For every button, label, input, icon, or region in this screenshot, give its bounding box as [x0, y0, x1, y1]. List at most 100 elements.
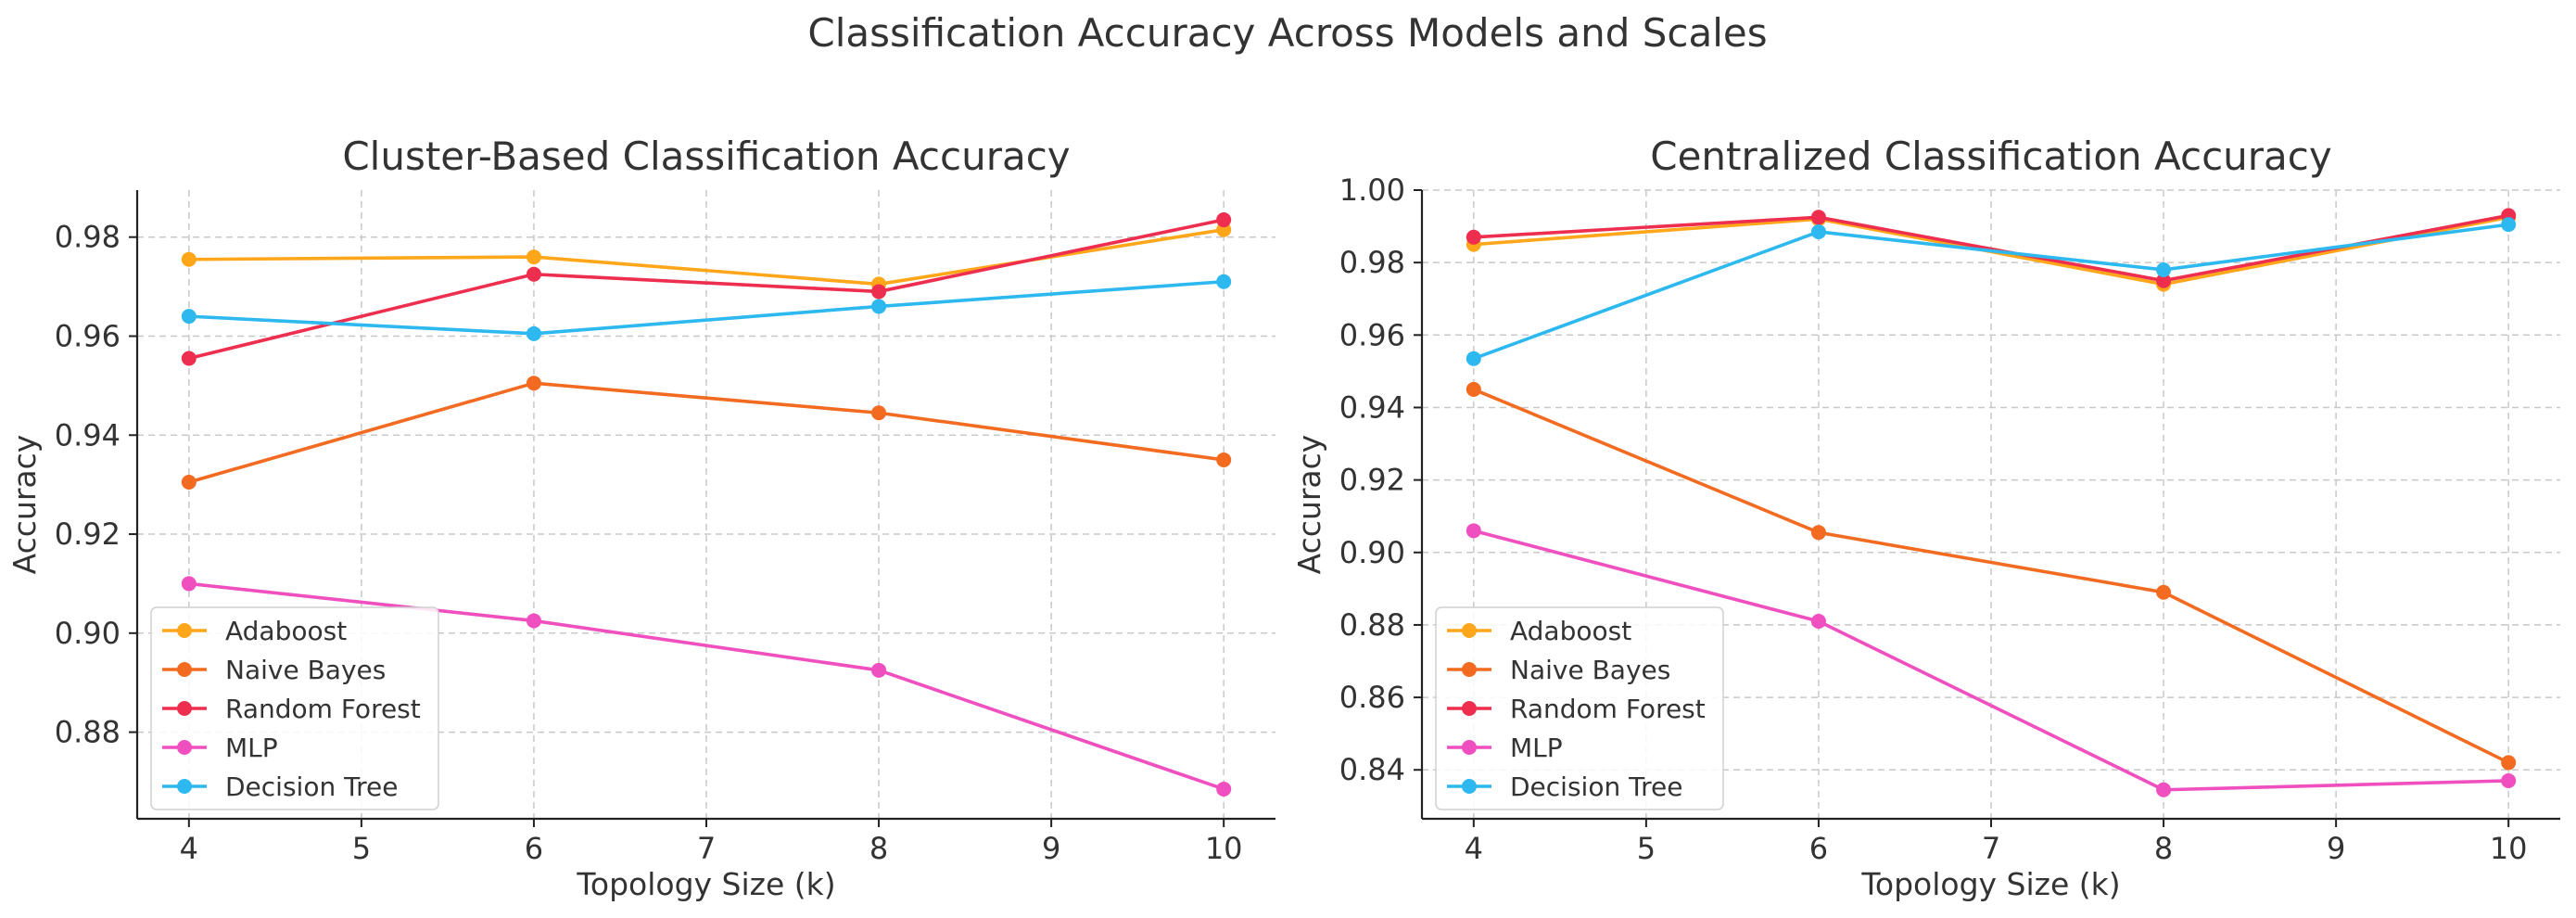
chart2-naive-bayes-point-k6: [1810, 525, 1826, 541]
chart1-x-tick-label: 5: [352, 831, 371, 866]
chart2-legend-marker-decision-tree: [1462, 779, 1477, 794]
chart2-x-tick-label: 9: [2327, 831, 2345, 866]
chart2-legend-label-decision-tree: Decision Tree: [1510, 771, 1682, 802]
chart1-series-decision-tree-line: [188, 279, 1225, 336]
chart2-decision-tree-point-k8: [2156, 261, 2172, 277]
chart1-x-axis-label: Topology Size (k): [576, 866, 835, 902]
chart2-legend-marker-mlp: [1462, 740, 1477, 755]
chart2-mlp-point-k8: [2156, 782, 2172, 797]
figure-suptitle: Classification Accuracy Across Models an…: [807, 10, 1767, 56]
chart1-decision-tree-point-k10: [1216, 274, 1232, 289]
chart1-y-tick-label: 0.90: [55, 616, 121, 651]
chart1-x-tick-label: 9: [1042, 831, 1060, 866]
chart1-legend-label-random-forest: Random Forest: [225, 694, 421, 724]
chart2-title: Centralized Classification Accuracy: [1650, 134, 2332, 179]
chart2-x-tick-label: 7: [1982, 831, 2000, 866]
chart2-legend-label-mlp: MLP: [1510, 733, 1563, 763]
chart1-x-tick-label: 8: [869, 831, 888, 866]
chart1-legend-label-mlp: MLP: [225, 733, 278, 763]
chart1-legend: [150, 606, 439, 810]
chart1-y-tick-label: 0.88: [55, 715, 121, 750]
chart2-legend-label-naive-bayes: Naive Bayes: [1510, 655, 1670, 685]
chart2-y-tick-label: 0.96: [1339, 317, 1405, 352]
chart2-legend-marker-naive-bayes: [1462, 662, 1477, 677]
chart2-legend-marker-random-forest: [1462, 701, 1477, 716]
chart1-random-forest-point-k8: [871, 284, 887, 300]
chart2-y-tick-label: 1.00: [1339, 172, 1405, 208]
chart2-y-tick-label: 0.90: [1339, 535, 1405, 570]
chart1-y-tick-label: 0.92: [55, 516, 121, 552]
chart1-mlp-point-k10: [1216, 781, 1232, 797]
chart1-legend-label-adaboost: Adaboost: [225, 616, 347, 646]
chart2-x-tick-label: 6: [1809, 831, 1828, 866]
chart1-naive-bayes-point-k4: [181, 474, 197, 490]
chart1-legend-label-naive-bayes: Naive Bayes: [225, 655, 386, 685]
chart1-legend-marker-adaboost: [177, 623, 192, 638]
chart1-x-tick-label: 10: [1205, 831, 1243, 866]
chart2-legend: [1435, 606, 1724, 810]
chart1-adaboost-point-k6: [526, 249, 541, 265]
chart1-y-tick-label: 0.96: [55, 318, 121, 353]
chart2-legend-marker-adaboost: [1462, 623, 1477, 638]
chart1-y-tick-label: 0.94: [55, 417, 121, 453]
chart1-legend-marker-random-forest: [177, 701, 192, 716]
chart1-adaboost-point-k4: [181, 251, 197, 267]
chart1-y-tick-label: 0.98: [55, 220, 121, 255]
chart2-decision-tree-point-k6: [1810, 223, 1826, 239]
chart2-decision-tree-point-k10: [2501, 217, 2517, 233]
chart2-y-tick-label: 0.92: [1339, 463, 1405, 498]
chart2-y-tick-label: 0.98: [1339, 245, 1405, 280]
chart2-random-forest-point-k8: [2156, 273, 2172, 288]
chart2-random-forest-point-k4: [1466, 229, 1481, 245]
chart2-mlp-point-k6: [1810, 614, 1826, 630]
chart1-legend-label-decision-tree: Decision Tree: [225, 771, 398, 802]
chart2-x-axis-label: Topology Size (k): [1860, 866, 2120, 902]
chart2-decision-tree-point-k4: [1466, 351, 1481, 366]
chart2-x-tick-label: 10: [2490, 831, 2528, 866]
chart2-series-naive-bayes-line: [1473, 388, 2509, 765]
chart2-y-tick-label: 0.86: [1339, 680, 1405, 715]
chart2-mlp-point-k10: [2501, 772, 2517, 788]
chart2-x-tick-label: 8: [2154, 831, 2173, 866]
chart2-y-tick-label: 0.88: [1339, 607, 1405, 643]
chart2-x-tick-label: 5: [1637, 831, 1656, 866]
chart1-title: Cluster-Based Classification Accuracy: [342, 134, 1070, 179]
chart1-mlp-point-k8: [871, 662, 887, 678]
chart1-legend-marker-naive-bayes: [177, 662, 192, 677]
chart1-naive-bayes-point-k8: [871, 405, 887, 421]
chart2-x-tick-label: 4: [1465, 831, 1483, 866]
chart1-decision-tree-point-k4: [181, 309, 197, 325]
chart2-naive-bayes-point-k4: [1466, 381, 1481, 397]
chart1-legend-marker-mlp: [177, 740, 192, 755]
chart1-mlp-point-k4: [181, 576, 197, 592]
chart2-y-tick-label: 0.94: [1339, 389, 1405, 425]
chart1-series-random-forest-line: [188, 218, 1225, 361]
chart1-series-mlp-line: [188, 581, 1225, 791]
chart2-random-forest-point-k6: [1810, 210, 1826, 225]
chart2-series-decision-tree-line: [1473, 223, 2509, 361]
chart1-x-tick-label: 6: [525, 831, 543, 866]
chart1-x-tick-label: 7: [697, 831, 716, 866]
chart1-random-forest-point-k6: [526, 266, 541, 282]
chart1-naive-bayes-point-k10: [1216, 452, 1232, 467]
chart1-legend-marker-decision-tree: [177, 779, 192, 794]
chart2-naive-bayes-point-k8: [2156, 584, 2172, 600]
chart1-x-tick-label: 4: [180, 831, 198, 866]
chart1-series-naive-bayes-line: [188, 381, 1225, 484]
chart2-y-tick-label: 0.84: [1339, 752, 1405, 787]
chart2-y-axis-label: Accuracy: [1291, 435, 1327, 575]
chart2-naive-bayes-point-k10: [2501, 755, 2517, 771]
chart2-mlp-point-k4: [1466, 523, 1481, 539]
chart-cluster-based: 4 5 6 7 8 9 10 0.88 0.90 0.92 0.94 0.96 0.98 Cluster-…: [6, 134, 1275, 902]
chart1-random-forest-point-k10: [1216, 212, 1232, 228]
chart2-legend-label-adaboost: Adaboost: [1510, 616, 1631, 646]
chart1-mlp-point-k6: [526, 613, 541, 629]
chart2-legend-label-random-forest: Random Forest: [1510, 694, 1706, 724]
chart2-series-mlp-line: [1473, 529, 2509, 792]
chart1-random-forest-point-k4: [181, 351, 197, 366]
chart1-decision-tree-point-k8: [871, 299, 887, 314]
chart1-y-axis-label: Accuracy: [6, 435, 43, 575]
chart-centralized: 4 5 6 7 8 9 10 0.84 0.86 0.88 0.90 0.92 0.94 0.96 0.98…: [1291, 134, 2560, 902]
chart1-naive-bayes-point-k6: [526, 376, 541, 391]
